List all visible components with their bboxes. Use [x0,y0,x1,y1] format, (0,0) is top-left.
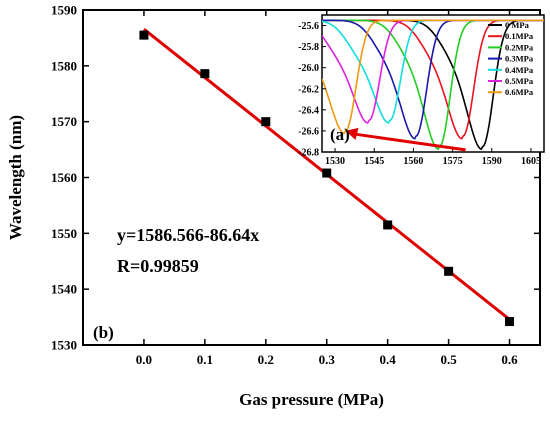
r-value-annotation: R=0.99859 [117,256,199,276]
x-axis-title: Gas pressure (MPa) [239,390,384,409]
data-point [505,317,515,327]
y-axis-title: Wavelength (nm) [6,115,25,240]
inset-y-tick-label: -26.4 [298,105,319,116]
y-tick-label: 1570 [51,114,77,129]
y-tick-label: 1550 [51,226,77,241]
x-tick-label: 0.5 [440,352,457,367]
inset-x-tick-label: 1575 [443,156,463,167]
y-tick-label: 1560 [51,170,77,185]
y-tick-label: 1530 [51,338,77,353]
y-tick-label: 1540 [51,282,77,297]
inset-curves [322,19,544,151]
panel-label-b: (b) [93,323,114,342]
legend-label: 0.1MPa [505,31,534,41]
inset-frame [321,14,545,153]
x-tick-label: 0.1 [197,352,213,367]
equation-annotation: y=1586.566-86.64x [117,225,259,245]
inset-x-tick-label: 1605 [521,156,541,167]
x-tick-label: 0.4 [380,352,397,367]
inset-y-tick-label: -26.0 [298,63,319,74]
inset-x-tick-label: 1560 [403,156,423,167]
legend-label: 0.2MPa [505,42,534,52]
inset-y-tick-label: -26.2 [298,84,319,95]
data-point [322,168,332,178]
shift-arrow-line [353,132,466,152]
shift-arrow-head [345,127,359,140]
inset-y-tick-label: -25.8 [298,42,319,53]
legend-label: 0.3MPa [505,54,534,64]
inset-x-tick-label: 1590 [482,156,502,167]
inset-x-tick-label: 1530 [325,156,345,167]
inset-y-tick-label: -26.6 [298,126,319,137]
panel-label-a: (a) [330,125,350,144]
legend-label: 0.5MPa [505,76,534,86]
x-tick-label: 0.2 [258,352,274,367]
data-point [444,266,454,276]
x-tick-label: 0.6 [501,352,518,367]
x-tick-label: 0.0 [136,352,152,367]
x-tick-label: 0.3 [319,352,336,367]
y-tick-label: 1590 [51,3,77,18]
data-point [383,220,393,230]
data-point [139,30,149,40]
data-point [261,117,271,127]
spectrum-line [322,19,544,135]
legend-label: 0 MPa [505,20,530,30]
data-point [200,69,210,79]
main-plot: 0.0 0.1 0.2 0.3 0.4 0.5 0.6 1530 1540 1550 1560 157… [6,3,541,409]
legend-label: 0.6MPa [505,87,534,97]
inset-x-tick-label: 1545 [364,156,384,167]
legend-label: 0.4MPa [505,65,534,75]
inset-y-tick-label: -25.6 [298,21,319,32]
y-tick-label: 1580 [51,58,77,73]
inset-y-tick-label: -26.8 [298,148,319,159]
inset-plot: 1530 1545 1560 1575 1590 1605 -25.6 -25.8 -26.0 -… [298,14,545,167]
